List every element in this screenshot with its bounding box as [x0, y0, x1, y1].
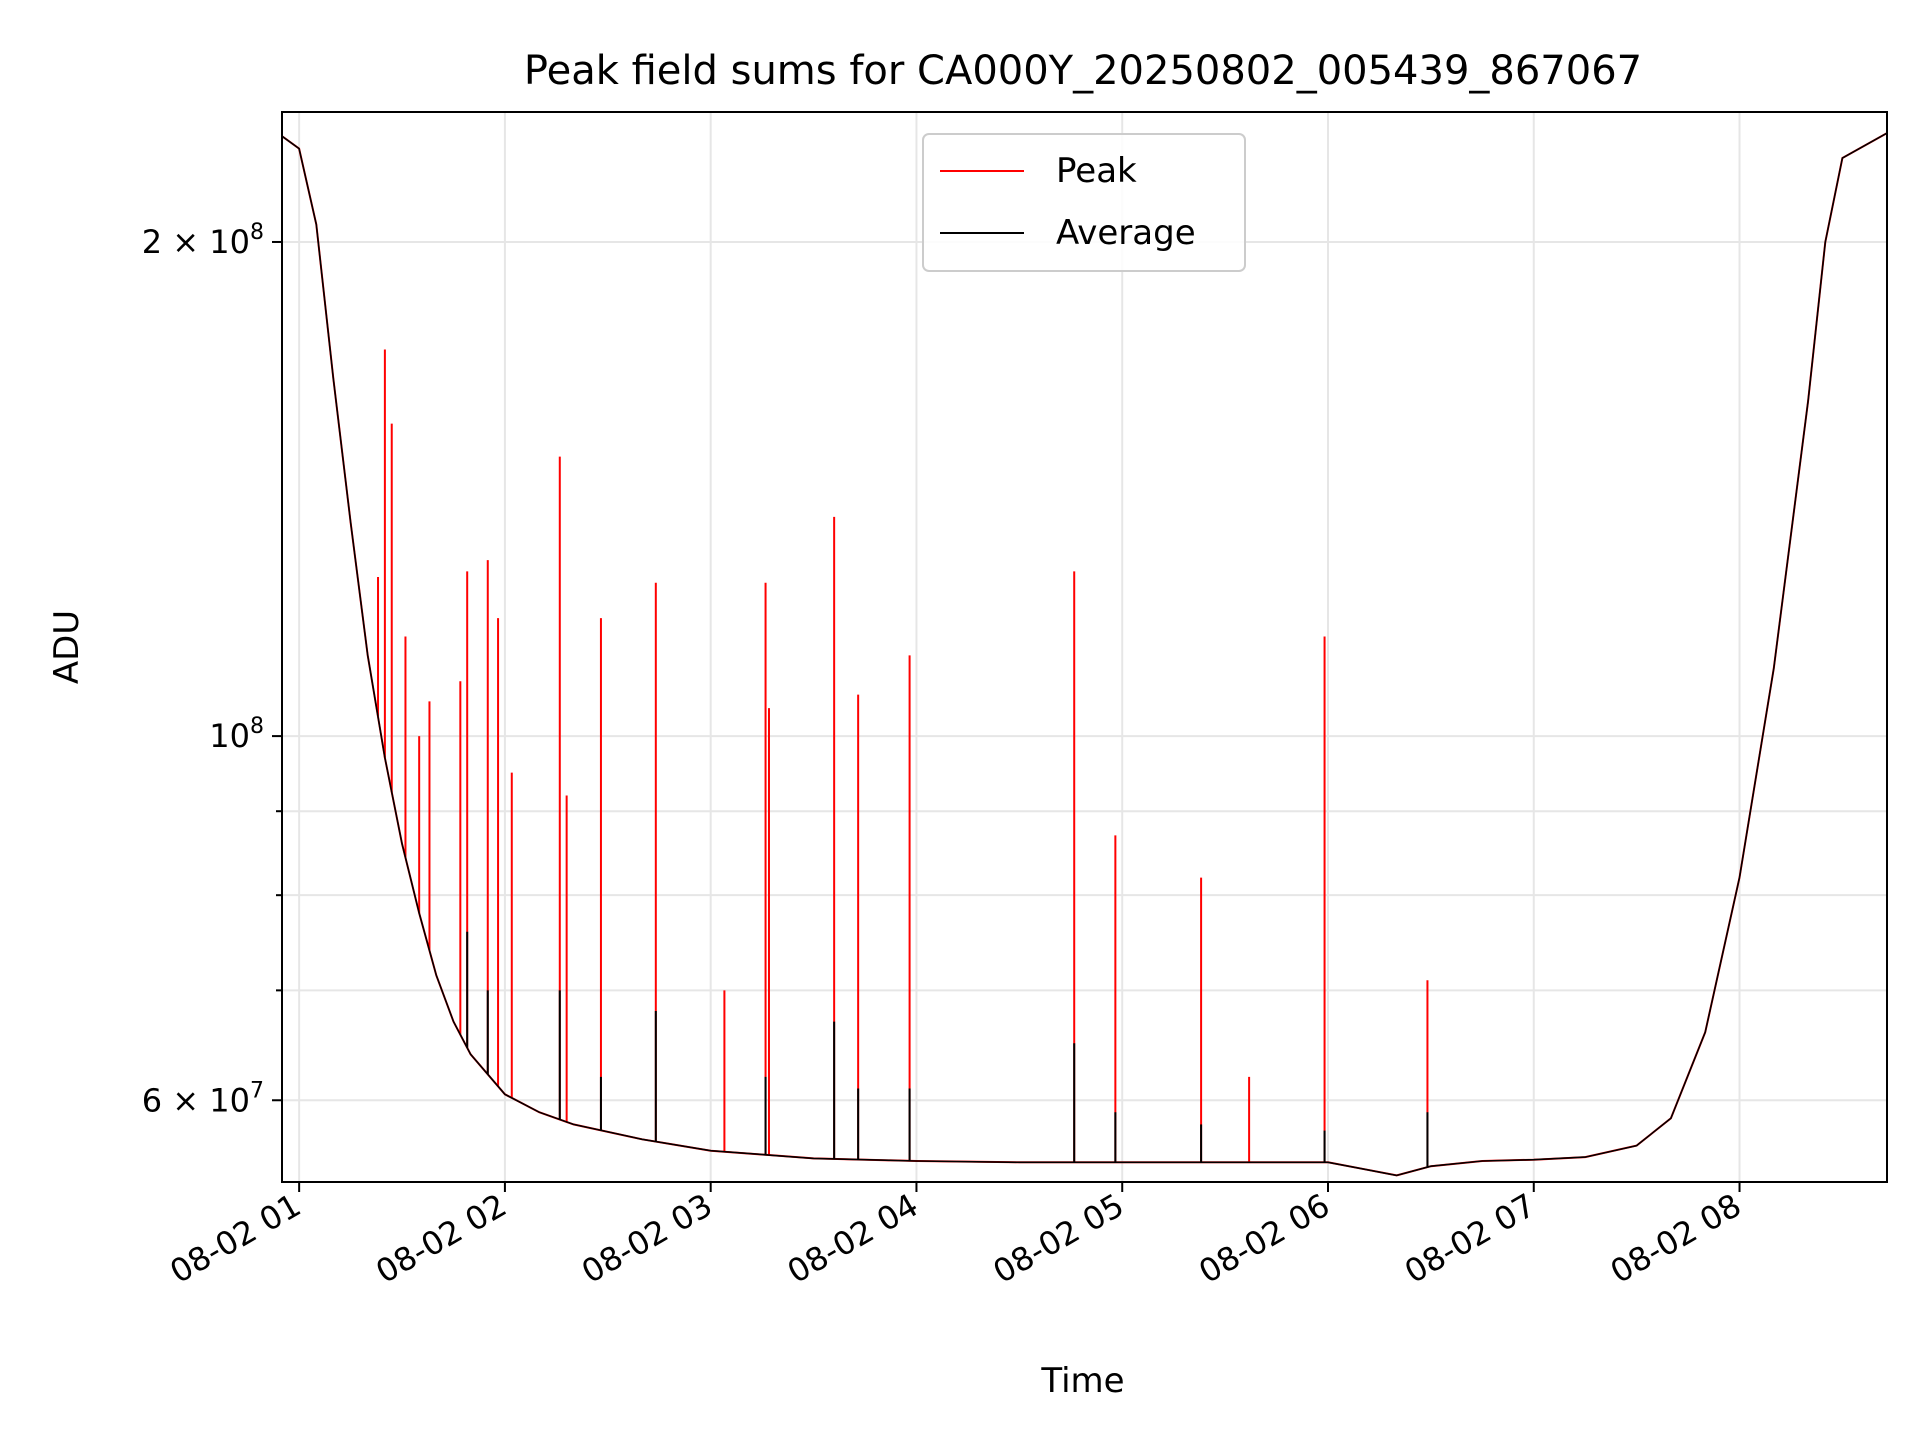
series-line-average [282, 132, 1887, 1177]
plot-frame [281, 111, 1888, 1183]
y-axis-title: ADU [47, 610, 87, 684]
y-axis: 2 × 108 108 6 × 107 [142, 220, 282, 1119]
legend: Peak Average [922, 133, 1246, 272]
chart-title: Peak field sums for CA000Y_20250802_0054… [524, 48, 1642, 94]
grid [282, 112, 1887, 1182]
y-tick-label: 2 × 108 [142, 220, 264, 261]
series-average [282, 132, 1887, 1177]
x-axis-title: Time [1040, 1361, 1124, 1401]
legend-box [922, 133, 1246, 272]
series-layer [282, 132, 1887, 1177]
legend-label-average: Average [1056, 213, 1196, 253]
legend-label-peak: Peak [1056, 151, 1137, 191]
y-tick-label: 108 [209, 714, 264, 755]
y-tick-label: 6 × 107 [142, 1078, 264, 1119]
